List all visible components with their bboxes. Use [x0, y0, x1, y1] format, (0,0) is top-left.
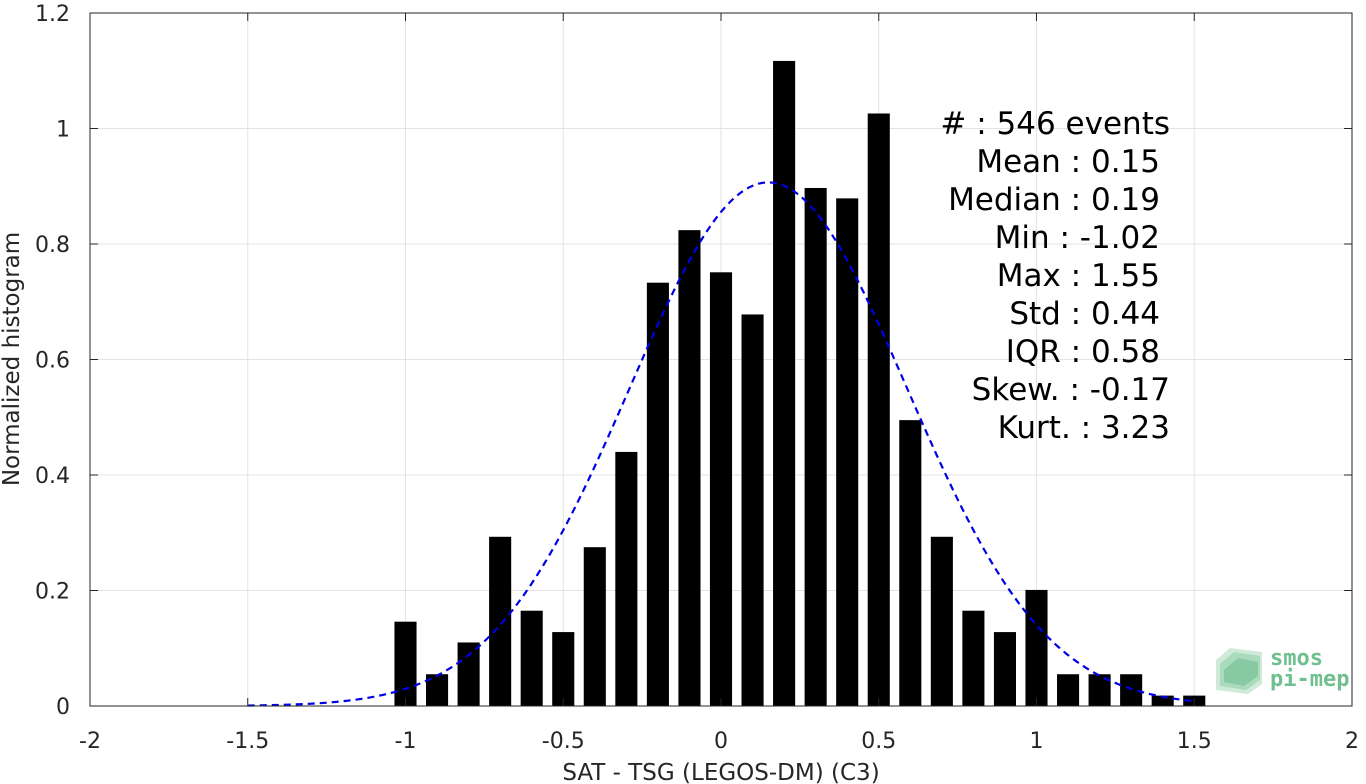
histogram-bar: [836, 198, 859, 706]
y-tick-labels: 0 0.2 0.4 0.6 0.8 1 1.2: [35, 2, 70, 720]
histogram-bar: [552, 632, 575, 706]
y-tick-label: 0.4: [35, 464, 70, 489]
histogram-bar: [962, 610, 985, 706]
histogram-bar: [678, 230, 701, 706]
histogram-bar: [583, 547, 606, 706]
bars: [394, 60, 1206, 707]
histogram-bar: [899, 420, 922, 706]
stat-annotation: Std : 0.44: [1009, 296, 1160, 332]
histogram-bar: [1025, 589, 1048, 706]
y-tick-label: 0: [56, 695, 70, 720]
wave-logo-icon: [1216, 648, 1262, 694]
x-tick-label: -1.5: [226, 729, 269, 754]
x-tick-label: 1.5: [1177, 729, 1212, 754]
x-tick-label: -1: [395, 729, 417, 754]
histogram-bar: [741, 314, 764, 706]
histogram-bar: [646, 282, 669, 706]
histogram-bar: [867, 113, 890, 707]
histogram-bar: [1151, 695, 1174, 706]
stat-annotation: Max : 1.55: [997, 258, 1160, 294]
x-tick-label: -2: [79, 729, 101, 754]
y-tick-label: 0.2: [35, 580, 70, 605]
x-tick-label: 2: [1345, 729, 1359, 754]
y-axis-title: Normalized histogram: [0, 232, 25, 486]
histogram-bar: [426, 674, 449, 706]
x-axis-title: SAT - TSG (LEGOS-DM) (C3): [562, 760, 879, 784]
y-tick-label: 0.8: [35, 233, 70, 258]
y-tick-label: 1.2: [35, 2, 70, 27]
stat-annotation: # : 546 events: [940, 106, 1170, 142]
axis-ticks: [89, 12, 1353, 707]
histogram-bar: [804, 187, 827, 707]
stat-annotation: Kurt. : 3.23: [998, 410, 1170, 446]
histogram-bar: [709, 272, 733, 706]
logo-line1: smos: [1270, 646, 1323, 671]
stat-annotation: Median : 0.19: [948, 182, 1160, 218]
y-tick-label: 1: [56, 118, 70, 143]
histogram-bar: [457, 642, 480, 706]
histogram-bar: [1057, 674, 1080, 706]
histogram-bar: [993, 632, 1016, 706]
histogram-bar: [489, 536, 512, 706]
x-tick-label: 0: [714, 729, 728, 754]
histogram-bar: [1120, 674, 1143, 706]
x-tick-label: 0.5: [861, 729, 896, 754]
x-tick-label: 1: [1030, 729, 1044, 754]
smos-pimep-logo: smos pi-mep: [1216, 646, 1349, 694]
histogram-bar: [615, 451, 638, 706]
histogram-bar: [930, 536, 953, 706]
x-tick-label: -0.5: [542, 729, 585, 754]
histogram-bar: [394, 621, 417, 706]
x-tick-labels: -2 -1.5 -1 -0.5 0 0.5 1 1.5 2: [79, 729, 1359, 754]
stat-annotation: Skew. : -0.17: [972, 372, 1170, 408]
histogram-bar: [773, 60, 796, 707]
logo-line2: pi-mep: [1270, 667, 1349, 692]
stat-annotation: Mean : 0.15: [976, 144, 1160, 180]
histogram-bar: [520, 610, 543, 706]
histogram-bar: [1088, 674, 1111, 706]
y-tick-label: 0.6: [35, 349, 70, 374]
normal-fit-curve: [247, 181, 1195, 707]
stat-annotation: Min : -1.02: [995, 220, 1160, 256]
stat-annotation: IQR : 0.58: [1006, 334, 1160, 370]
